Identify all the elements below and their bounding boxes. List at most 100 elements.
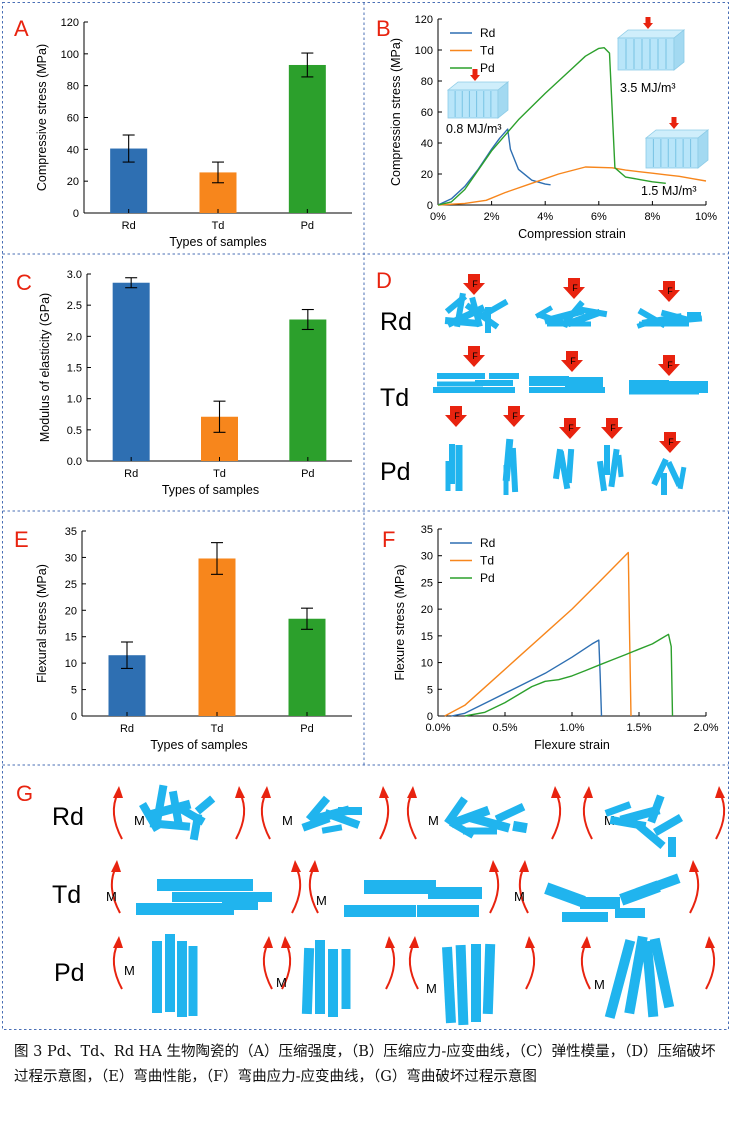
chart-flexure-stress-strain: F 0 5 10 15 20 25 30 35 Flexure stress (MPa) Flex… [382,524,719,752]
x-tick-label-td: Td [213,468,226,480]
ceramic-block [455,944,469,1026]
moment-label: M [604,813,615,828]
structure-cube-icon [616,17,686,71]
row-label-pd: Pd [54,959,85,987]
moment-label: M [124,963,135,978]
ceramic-block [596,460,608,492]
ceramic-block [641,940,659,1018]
moment-arrow-icon [689,860,700,914]
ceramic-block [437,373,485,379]
ceramic-block [668,837,676,857]
structure-cube-icon [446,69,510,119]
chart-b-x-tick-label: 2% [484,211,500,223]
chart-a-y-tick-label: 120 [61,17,79,29]
series-line-pd [437,47,666,206]
x-tick-label-rd: Rd [120,723,134,735]
force-label: F [512,411,518,421]
ceramic-block [188,946,198,1016]
force-arrow-icon [559,418,581,439]
force-arrow-icon [601,418,623,439]
chart-b-y-axis-label: Compression stress (MPa) [389,38,403,186]
energy-annotation: 0.8 MJ/m³ [446,122,502,136]
moment-arrow-icon [385,936,396,990]
ceramic-block [482,943,496,1015]
panel-c: C 0.0 0.5 1.0 1.5 2.0 2.5 3.0 Modulus of elasti… [0,254,364,511]
legend-label-rd: Rd [480,26,495,40]
force-label: F [610,423,616,433]
ceramic-block [364,880,436,894]
td-flex-specimen [544,873,681,922]
chart-a-y-tick-label: 60 [67,113,79,125]
chart-b-y-tick-label: 0 [427,200,433,212]
rd-specimen [636,307,703,329]
force-arrow-icon [445,406,467,427]
ceramic-block [565,377,603,387]
moment-arrow-icon [408,936,419,990]
moment-arrow-icon [489,860,500,914]
figure-frames [2,2,729,1030]
ceramic-block [562,912,608,922]
chart-a-y-tick-label: 80 [67,81,79,93]
chart-b-y-tick-label: 40 [421,138,433,150]
ceramic-block [152,784,168,826]
ceramic-block [629,389,699,395]
ceramic-block [489,373,519,379]
ceramic-block [172,892,272,902]
force-arrow-icon [503,406,525,427]
moment-arrow-icon [260,786,271,840]
ceramic-block [616,454,624,478]
chart-b-x-tick-label: 0% [430,211,446,223]
moment-label: M [134,813,145,828]
panel-letter-f: F [382,527,395,552]
ceramic-block [455,445,463,491]
ceramic-block [321,824,343,834]
ceramic-block [475,380,513,386]
moment-label: M [594,977,605,992]
chart-a-y-tick-label: 100 [61,49,79,61]
ceramic-block [494,803,526,823]
ceramic-block [649,937,675,1009]
td-specimen [433,373,519,393]
moment-label: M [426,981,437,996]
ceramic-block [149,819,191,831]
chart-a-y-tick-label: 20 [67,176,79,188]
chart-b-x-tick-label: 4% [537,211,553,223]
ceramic-block [509,447,519,493]
chart-b-y-tick-label: 120 [415,14,433,26]
ceramic-block [165,934,175,1012]
flexure-failure-schematic: G Rd Td Pd M M M M M M M M M M M [16,781,726,1026]
pd-flex-specimen [301,940,351,1017]
td-flex-specimen [136,879,272,915]
force-label: F [472,351,478,361]
panel-letter-d: D [376,268,392,293]
chart-f-x-tick-label: 1.0% [559,722,584,734]
ceramic-block [687,312,701,320]
x-tick-label-rd: Rd [124,468,138,480]
bar-pd [289,319,327,461]
force-arrow-icon [463,274,485,295]
moment-arrow-icon [525,936,536,990]
chart-a-y-tick-label: 40 [67,144,79,156]
ceramic-block [534,305,554,319]
force-label: F [667,360,673,370]
ceramic-block [344,905,416,917]
ceramic-block [634,821,666,849]
moment-arrow-icon [580,936,591,990]
force-label: F [570,356,576,366]
chart-b-y-tick-label: 60 [421,107,433,119]
force-arrow-icon [563,278,585,299]
force-label: F [668,437,674,447]
chart-compression-stress-strain: B 0 20 40 60 80 100 120 Compression stress (MPa… [376,14,717,241]
chart-a-y-tick-label: 0 [73,208,79,220]
chart-e-y-axis-label: Flexural stress (MPa) [35,564,49,683]
ceramic-block [604,445,610,475]
energy-annotation: 3.5 MJ/m³ [620,81,676,95]
chart-f-y-tick-label: 25 [421,577,433,589]
ceramic-block [449,805,491,829]
moment-arrow-icon [715,786,726,840]
chart-b-x-tick-label: 6% [591,211,607,223]
moment-label: M [106,889,117,904]
panel-a: A 0 20 40 60 80 100 120 Compressive stress (MPa… [0,0,364,254]
bar-pd [288,64,326,213]
ceramic-block [604,801,632,817]
